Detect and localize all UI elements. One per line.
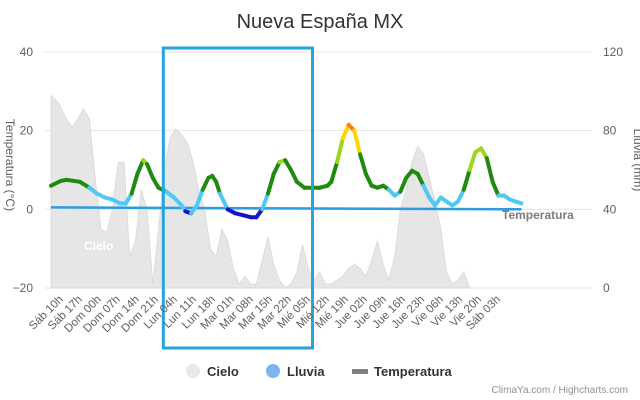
temperatura-segment <box>64 177 82 184</box>
y-left-tick-label: 20 <box>20 124 34 138</box>
temperatura-segment <box>467 150 478 172</box>
temperatura-segment <box>200 175 211 192</box>
highlight-box <box>161 46 315 350</box>
temperatura-segment <box>135 158 146 176</box>
y-axis-left-title: Temperatura (°C) <box>3 119 17 211</box>
temperatura-segment <box>461 168 472 192</box>
y-right-tick-label: 0 <box>603 281 610 295</box>
temperatura-segment <box>194 187 205 208</box>
temperatura-segment <box>340 122 351 141</box>
legend-label: Lluvia <box>287 364 325 379</box>
lluvia-series <box>50 206 522 211</box>
temperatura-segment <box>490 179 501 198</box>
legend-label: Temperatura <box>374 364 453 379</box>
credits[interactable]: ClimaYa.com / Highcharts.com <box>491 385 628 396</box>
temperatura-segment <box>289 168 299 184</box>
temperatura-segment <box>352 128 363 157</box>
temperatura-segment <box>335 136 345 165</box>
cielo-inline-label: Cielo <box>84 239 113 253</box>
y-right-tick-label: 80 <box>603 124 617 138</box>
highlight-rect <box>161 46 315 350</box>
temperatura-segment <box>456 187 466 204</box>
lluvia-line <box>50 206 522 211</box>
y-right-tick-label: 120 <box>603 45 623 59</box>
right-axis: 120 80 40 0 <box>603 45 623 295</box>
y-left-tick-label: 40 <box>20 45 34 59</box>
y-left-tick-label: 0 <box>26 202 33 216</box>
left-axis: 40 20 0 −20 <box>13 45 34 295</box>
legend-symbol <box>352 369 368 374</box>
temperatura-segment <box>358 152 368 176</box>
temperatura-segment <box>214 179 222 196</box>
temperatura-segment <box>363 171 374 188</box>
cielo-area-path <box>50 94 471 289</box>
legend-symbol <box>186 364 200 378</box>
temperatura-segment <box>218 191 230 212</box>
temperatura-segment <box>260 191 270 212</box>
temperatura-segment <box>329 160 340 184</box>
temperatura-segment <box>484 156 495 184</box>
legend-symbol <box>266 364 280 378</box>
temperatura-segment <box>415 171 426 188</box>
temperatura-segment <box>266 171 276 196</box>
cielo-area <box>50 94 471 289</box>
legend-item-cielo[interactable]: Cielo <box>186 364 239 379</box>
y-right-tick-label: 40 <box>603 202 617 216</box>
legend-item-lluvia[interactable]: Lluvia <box>266 364 325 379</box>
legend[interactable]: Cielo Lluvia Temperatura <box>186 364 453 379</box>
temperatura-segment <box>513 199 524 206</box>
temperatura-segment <box>398 175 409 194</box>
y-axis-right-title: Lluvia (mm) <box>631 129 640 192</box>
legend-item-temperatura[interactable]: Temperatura <box>352 364 453 379</box>
temperatura-segment <box>421 183 432 200</box>
temperatura-series <box>49 122 524 220</box>
temperatura-inline-label: Temperatura <box>502 208 574 222</box>
chart-title: Nueva España MX <box>237 11 404 33</box>
y-left-tick-label: −20 <box>13 281 34 295</box>
legend-label: Cielo <box>207 364 239 379</box>
temperatura-segment <box>271 160 282 176</box>
temperatura-segment <box>129 171 140 196</box>
temperatura-segment <box>145 162 155 180</box>
